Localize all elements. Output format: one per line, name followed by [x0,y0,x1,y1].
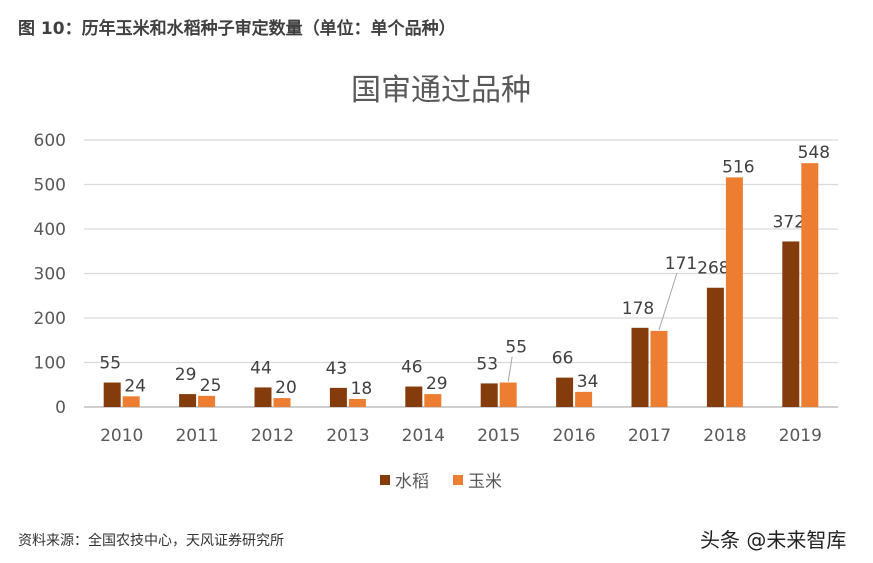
y-tick-label: 500 [34,176,66,196]
bar-corn [198,395,216,407]
y-tick-label: 300 [34,265,66,285]
x-tick-label: 2019 [779,426,822,446]
data-label: 44 [250,358,272,378]
data-label: 372 [773,212,805,232]
data-label: 29 [426,374,448,394]
data-label: 55 [505,338,527,358]
label-leader-line [658,272,678,331]
bar-rice [706,287,724,407]
bar-rice [480,383,498,407]
y-tick-label: 400 [34,220,66,240]
x-tick-label: 2018 [703,426,746,446]
data-label: 34 [577,372,599,392]
bar-corn [122,396,140,407]
data-label: 53 [476,354,498,374]
chart-title: 国审通过品种 [351,73,531,108]
bar-corn [575,391,593,407]
data-label: 46 [401,358,423,378]
figure-title: 图 10：历年玉米和水稻种子审定数量（单位：单个品种） [18,19,456,39]
data-label: 171 [665,254,697,274]
bar-rice [405,386,423,407]
bar-corn [273,398,291,407]
bar-corn [650,330,668,407]
data-label: 66 [552,349,574,369]
data-label: 55 [99,354,121,374]
x-tick-label: 2011 [175,426,218,446]
data-label: 516 [722,157,754,177]
y-tick-label: 100 [34,354,66,374]
legend-swatch-corn [453,475,463,485]
x-tick-label: 2013 [326,426,369,446]
bar-rice [254,387,272,407]
label-leader-line [507,356,513,382]
y-tick-label: 0 [55,398,66,418]
legend-label: 玉米 [468,472,502,492]
data-label: 178 [622,299,654,319]
bar-rice [631,327,649,407]
data-label: 43 [326,359,348,379]
bar-rice [179,394,197,407]
data-label: 20 [275,378,297,398]
source-note: 资料来源：全国农技中心，天风证券研究所 [18,533,284,549]
bar-corn [725,177,743,407]
data-label: 548 [798,143,830,163]
x-tick-label: 2010 [100,426,143,446]
bar-corn [348,398,366,407]
bar-rice [103,382,121,407]
x-tick-label: 2017 [628,426,671,446]
bar-rice [782,241,800,407]
y-tick-label: 600 [34,131,66,151]
bar-corn [801,163,819,407]
legend-label: 水稻 [395,472,429,492]
data-label: 25 [200,376,222,396]
x-tick-label: 2012 [251,426,294,446]
legend-swatch-rice [380,475,390,485]
data-label: 268 [697,259,729,279]
data-label: 24 [124,376,146,396]
x-tick-label: 2014 [402,426,445,446]
bar-corn [424,394,442,407]
data-label: 18 [351,379,373,399]
bar-corn [499,382,517,407]
bar-rice [556,377,574,407]
watermark: 头条 @未来智库 [700,528,847,552]
bar-rice [329,387,347,407]
y-tick-label: 200 [34,309,66,329]
x-tick-label: 2016 [552,426,595,446]
data-label: 29 [175,365,197,385]
x-tick-label: 2015 [477,426,520,446]
